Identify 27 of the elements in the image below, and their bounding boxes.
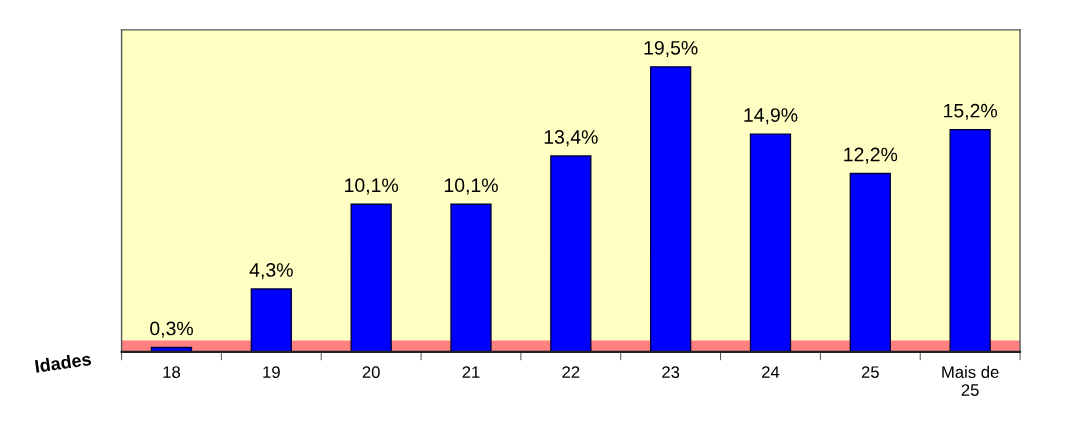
data-label: 4,3% bbox=[249, 263, 293, 280]
data-label: 10,1% bbox=[444, 178, 498, 195]
x-tick-label: 23 bbox=[662, 366, 680, 379]
x-tick-label: 24 bbox=[762, 366, 780, 378]
bar bbox=[949, 129, 991, 352]
bar bbox=[849, 172, 891, 352]
x-axis-title: Idades bbox=[34, 351, 92, 373]
x-tick-label: 20 bbox=[362, 366, 380, 379]
data-label: 14,9% bbox=[744, 108, 798, 125]
data-label: 12,2% bbox=[844, 147, 898, 164]
bar bbox=[550, 155, 592, 352]
x-tick-label: 21 bbox=[462, 366, 480, 378]
data-label: 13,4% bbox=[544, 130, 598, 147]
bar bbox=[649, 66, 692, 352]
x-tick-label: Mais de 25 bbox=[942, 365, 999, 396]
bar bbox=[350, 203, 392, 352]
bar bbox=[450, 203, 492, 352]
data-label: 19,5% bbox=[644, 40, 698, 57]
x-tick-label: 25 bbox=[861, 366, 879, 379]
data-label: 10,1% bbox=[345, 178, 399, 195]
x-tick-label: 22 bbox=[562, 366, 580, 378]
x-tick-label: 18 bbox=[163, 366, 181, 379]
data-label: 0,3% bbox=[150, 321, 193, 338]
bar bbox=[250, 288, 292, 352]
x-tick-label: 19 bbox=[263, 366, 280, 379]
data-label: 15,2% bbox=[944, 103, 998, 120]
bar bbox=[749, 133, 792, 352]
